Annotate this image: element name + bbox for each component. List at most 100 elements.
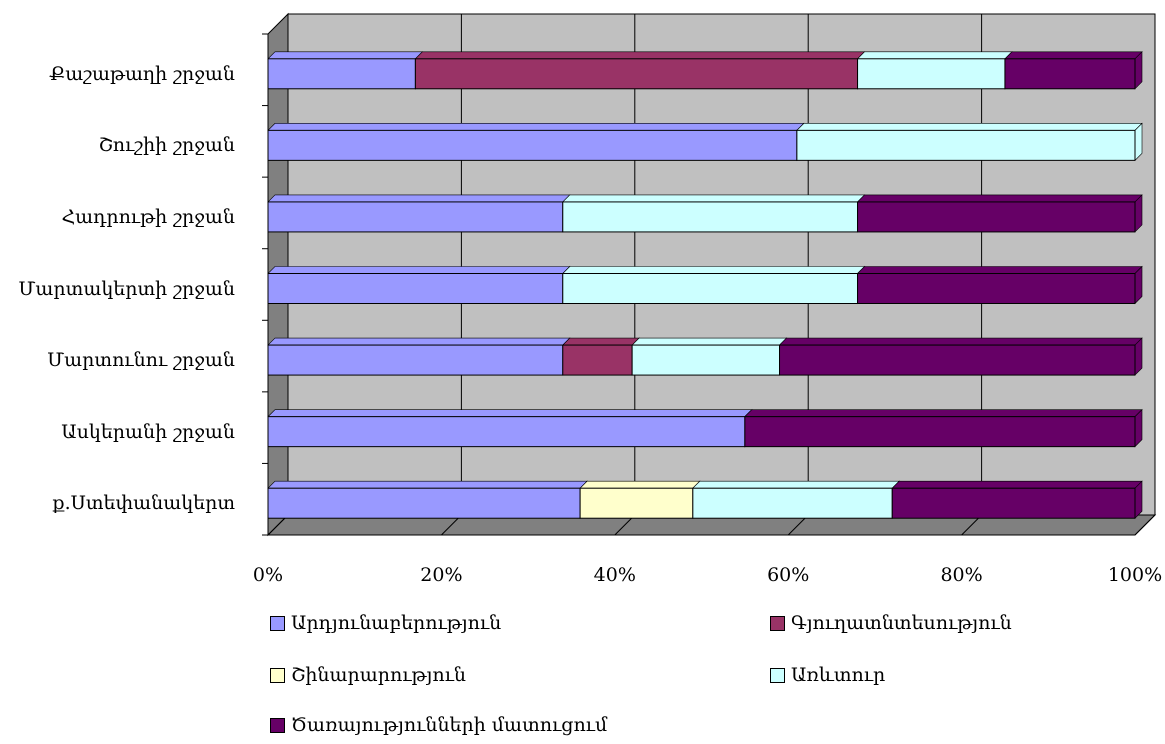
bar-segment: [267, 337, 571, 376]
bar-segment: [856, 194, 1143, 233]
bar: [1004, 58, 1136, 90]
bar-segment: [267, 480, 588, 519]
legend-swatch: [770, 615, 785, 631]
bar-top: [267, 337, 571, 346]
bar-top: [562, 266, 866, 274]
bar: [692, 487, 893, 519]
bar-segment: [267, 122, 805, 162]
bar-top: [631, 337, 788, 346]
bar: [779, 344, 1136, 376]
bar-segment: [692, 480, 900, 519]
bar-side: [1134, 480, 1143, 519]
bar: [267, 273, 564, 304]
bar-top: [267, 123, 805, 131]
bar-side: [1134, 122, 1143, 162]
bar-top: [267, 480, 588, 489]
bar-segment: [631, 337, 788, 376]
bar-segment: [744, 408, 1143, 448]
bar: [414, 58, 859, 90]
legend-swatch: [270, 717, 285, 733]
legend-swatch: [770, 667, 785, 683]
bar-top: [744, 409, 1143, 417]
bar-top: [856, 51, 1013, 60]
bar-top: [796, 123, 1143, 131]
legend-item: Շինարարություն: [270, 664, 466, 686]
legend-item: Գյուղատնտեսություն: [770, 612, 1012, 634]
category-label: Շուշիի շրջան: [98, 134, 235, 157]
bar-top: [891, 480, 1143, 489]
bar: [631, 344, 781, 376]
bar-top: [778, 337, 1143, 346]
x-tick-label: 100%: [1108, 564, 1162, 586]
bar-segment: [267, 194, 571, 233]
x-tick-label: 0%: [253, 564, 283, 586]
bar-segment: [856, 51, 1013, 90]
bar-segment: [414, 51, 866, 90]
bar-segment: [562, 194, 866, 233]
bar-top: [856, 194, 1143, 203]
bar: [267, 487, 581, 519]
bar-top: [1004, 51, 1143, 60]
bar: [891, 487, 1136, 519]
bar-segment: [891, 480, 1143, 519]
bar-top: [692, 480, 900, 489]
legend-swatch: [270, 615, 285, 631]
bar-top: [579, 480, 701, 489]
legend-swatch: [270, 667, 285, 683]
bar: [562, 344, 633, 376]
category-label: Մարտունու շրջան: [47, 349, 235, 372]
bar-top: [562, 337, 640, 346]
legend-label: Շինարարություն: [291, 664, 466, 686]
legend-label: Գյուղատնտեսություն: [791, 612, 1012, 634]
bar: [857, 201, 1136, 233]
legend-item: Առևտուր: [770, 664, 885, 686]
bar-top: [267, 409, 753, 417]
bar: [267, 58, 416, 90]
category-label: Հադրութի շրջան: [61, 205, 235, 228]
bar-segment: [856, 265, 1143, 305]
bar-side: [1134, 408, 1143, 448]
legend-label: Առևտուր: [791, 664, 886, 686]
bar-top: [267, 266, 571, 274]
bar-segment: [267, 408, 753, 448]
legend-item: Արդյունաբերություն: [270, 612, 501, 634]
bar-side: [1134, 337, 1143, 376]
bar-side: [1134, 51, 1143, 90]
bar-segment: [579, 480, 701, 519]
floor-gridline: [1134, 514, 1156, 536]
category-label: ք.Ստեփանակերտ: [52, 492, 235, 515]
bar: [562, 273, 859, 304]
bar: [267, 201, 564, 233]
bar-segment: [267, 51, 424, 90]
bar: [267, 129, 798, 161]
bar: [744, 416, 1136, 448]
x-tick-label: 60%: [767, 564, 809, 586]
bar-side: [1134, 265, 1143, 305]
bar-side: [1134, 194, 1143, 233]
bar-top: [267, 51, 424, 60]
bar-top: [414, 51, 866, 60]
legend-label: Ծառայությունների մատուցում: [291, 714, 608, 736]
bar-segment: [562, 337, 640, 376]
bar-top: [267, 194, 571, 203]
legend-label: Արդյունաբերություն: [291, 612, 502, 634]
bar: [562, 201, 859, 233]
bar-top: [856, 266, 1143, 274]
category-label: Քաշաթաղի շրջան: [49, 62, 235, 85]
x-tick-label: 20%: [420, 564, 462, 586]
bar: [857, 273, 1136, 304]
legend-item: Ծառայությունների մատուցում: [270, 714, 607, 736]
bar-segment: [778, 337, 1143, 376]
bar: [267, 416, 746, 448]
bar: [796, 129, 1136, 161]
bar: [579, 487, 694, 519]
category-label: Մարտակերտի շրջան: [18, 277, 235, 300]
bar-segment: [1004, 51, 1143, 90]
bar-segment: [562, 265, 866, 305]
bar-top: [562, 194, 866, 203]
category-label: Ասկերանի շրջան: [61, 420, 235, 443]
bars: [267, 51, 1143, 519]
bar: [267, 344, 564, 376]
bar: [857, 58, 1006, 90]
